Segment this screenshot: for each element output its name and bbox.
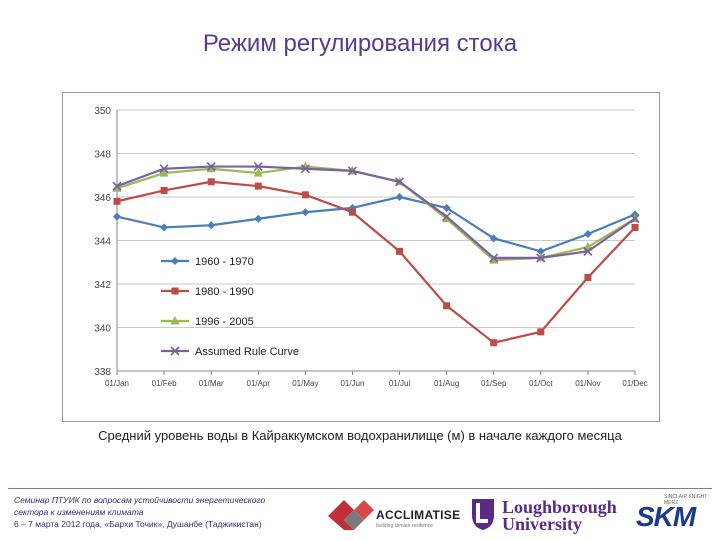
y-tick-label: 350 bbox=[94, 106, 111, 117]
seminar-line-2: сектора к изменениям климата bbox=[14, 507, 144, 517]
x-tick-label: 01/Oct bbox=[529, 379, 553, 388]
data-point bbox=[253, 161, 263, 172]
x-tick-label: 01/Dec bbox=[622, 379, 647, 388]
data-point bbox=[584, 273, 592, 281]
acclimatise-logo-icon bbox=[328, 500, 374, 530]
seminar-line-3: 6 – 7 марта 2012 года, «Бархи Точик», Ду… bbox=[14, 519, 262, 529]
loughborough-logo-line-1: Loughborough bbox=[502, 497, 617, 517]
data-point bbox=[206, 163, 216, 173]
x-tick-label: 01/Apr bbox=[246, 379, 270, 388]
x-tick-label: 01/Jul bbox=[389, 379, 411, 388]
data-point bbox=[631, 223, 639, 231]
skm-logo: SKM bbox=[636, 501, 696, 532]
x-tick-label: 01/Jan bbox=[105, 379, 129, 388]
data-point bbox=[536, 247, 545, 256]
legend-label: 1980 - 1990 bbox=[195, 286, 254, 298]
data-point bbox=[443, 302, 451, 310]
seminar-info: Семинар ПТУИК по вопросам устойчивости э… bbox=[14, 494, 304, 530]
data-point bbox=[254, 182, 262, 190]
data-point bbox=[442, 203, 451, 212]
data-point bbox=[159, 164, 169, 174]
legend-marker bbox=[171, 287, 179, 295]
data-point bbox=[489, 234, 498, 243]
legend-label: 1960 - 1970 bbox=[195, 256, 254, 268]
x-tick-label: 01/May bbox=[292, 379, 318, 388]
y-tick-label: 342 bbox=[94, 280, 111, 291]
data-point bbox=[347, 166, 358, 176]
y-tick-label: 348 bbox=[94, 150, 111, 161]
x-tick-label: 01/Aug bbox=[434, 379, 459, 388]
x-tick-label: 01/Sep bbox=[481, 379, 507, 388]
data-point bbox=[395, 193, 404, 201]
y-tick-label: 338 bbox=[94, 367, 111, 378]
acclimatise-logo-text: ACCLIMATISE bbox=[376, 508, 461, 522]
loughborough-logo-line-2: University bbox=[502, 514, 582, 534]
data-point bbox=[394, 177, 405, 187]
data-point bbox=[160, 223, 169, 232]
data-point bbox=[160, 186, 168, 194]
data-point bbox=[112, 183, 122, 192]
series-line bbox=[116, 165, 636, 259]
data-point bbox=[113, 197, 121, 205]
y-tick-label: 340 bbox=[94, 324, 111, 335]
loughborough-shield-icon bbox=[472, 499, 494, 530]
legend-label: 1996 - 2005 bbox=[195, 316, 254, 328]
data-point bbox=[490, 339, 498, 347]
legend-marker bbox=[171, 257, 179, 265]
chart-frame: 338 340 342 344 346 348 350 01/Jan 01/Feb 01/Mar 0… bbox=[62, 92, 660, 422]
y-tick-label: 344 bbox=[94, 237, 111, 248]
data-point bbox=[630, 214, 640, 224]
legend-marker bbox=[170, 346, 180, 356]
data-point bbox=[442, 212, 452, 222]
data-point bbox=[112, 181, 122, 191]
chart-caption: Средний уровень воды в Кайраккумском вод… bbox=[98, 428, 622, 443]
skm-logo-caption: SINCLAIR KNIGHT MERZ bbox=[664, 494, 708, 506]
seminar-line-1: Семинар ПТУИК по вопросам устойчивости э… bbox=[14, 495, 266, 505]
x-tick-label: 01/Feb bbox=[152, 379, 177, 388]
data-point bbox=[159, 168, 169, 177]
data-point bbox=[396, 247, 404, 255]
x-tick-label: 01/Jun bbox=[340, 379, 364, 388]
footer-divider bbox=[8, 488, 712, 489]
data-point bbox=[348, 208, 356, 216]
water-level-chart: 338 340 342 344 346 348 350 01/Jan 01/Feb 01/Mar 0… bbox=[94, 106, 647, 388]
data-point bbox=[489, 253, 499, 263]
data-point bbox=[301, 191, 309, 199]
data-point bbox=[583, 246, 593, 256]
data-point bbox=[537, 328, 545, 336]
data-point bbox=[254, 214, 263, 223]
series-line bbox=[116, 195, 636, 253]
x-tick-label: 01/Nov bbox=[575, 379, 600, 388]
data-point bbox=[489, 255, 499, 264]
acclimatise-logo-subtext: building climate resilience bbox=[376, 523, 433, 529]
series-line bbox=[116, 180, 636, 344]
data-point bbox=[253, 168, 263, 177]
legend-label: Assumed Rule Curve bbox=[195, 346, 299, 358]
legend-marker bbox=[170, 316, 180, 325]
y-tick-label: 346 bbox=[94, 193, 111, 204]
data-point bbox=[536, 253, 546, 263]
data-point bbox=[207, 221, 216, 230]
data-point bbox=[301, 208, 310, 217]
data-point bbox=[300, 164, 310, 174]
x-tick-label: 01/Mar bbox=[199, 379, 224, 388]
data-point bbox=[206, 161, 216, 172]
data-point bbox=[207, 178, 215, 186]
data-point bbox=[113, 212, 121, 221]
slide-title: Режим регулирования стока bbox=[202, 30, 518, 57]
data-point bbox=[583, 229, 592, 238]
